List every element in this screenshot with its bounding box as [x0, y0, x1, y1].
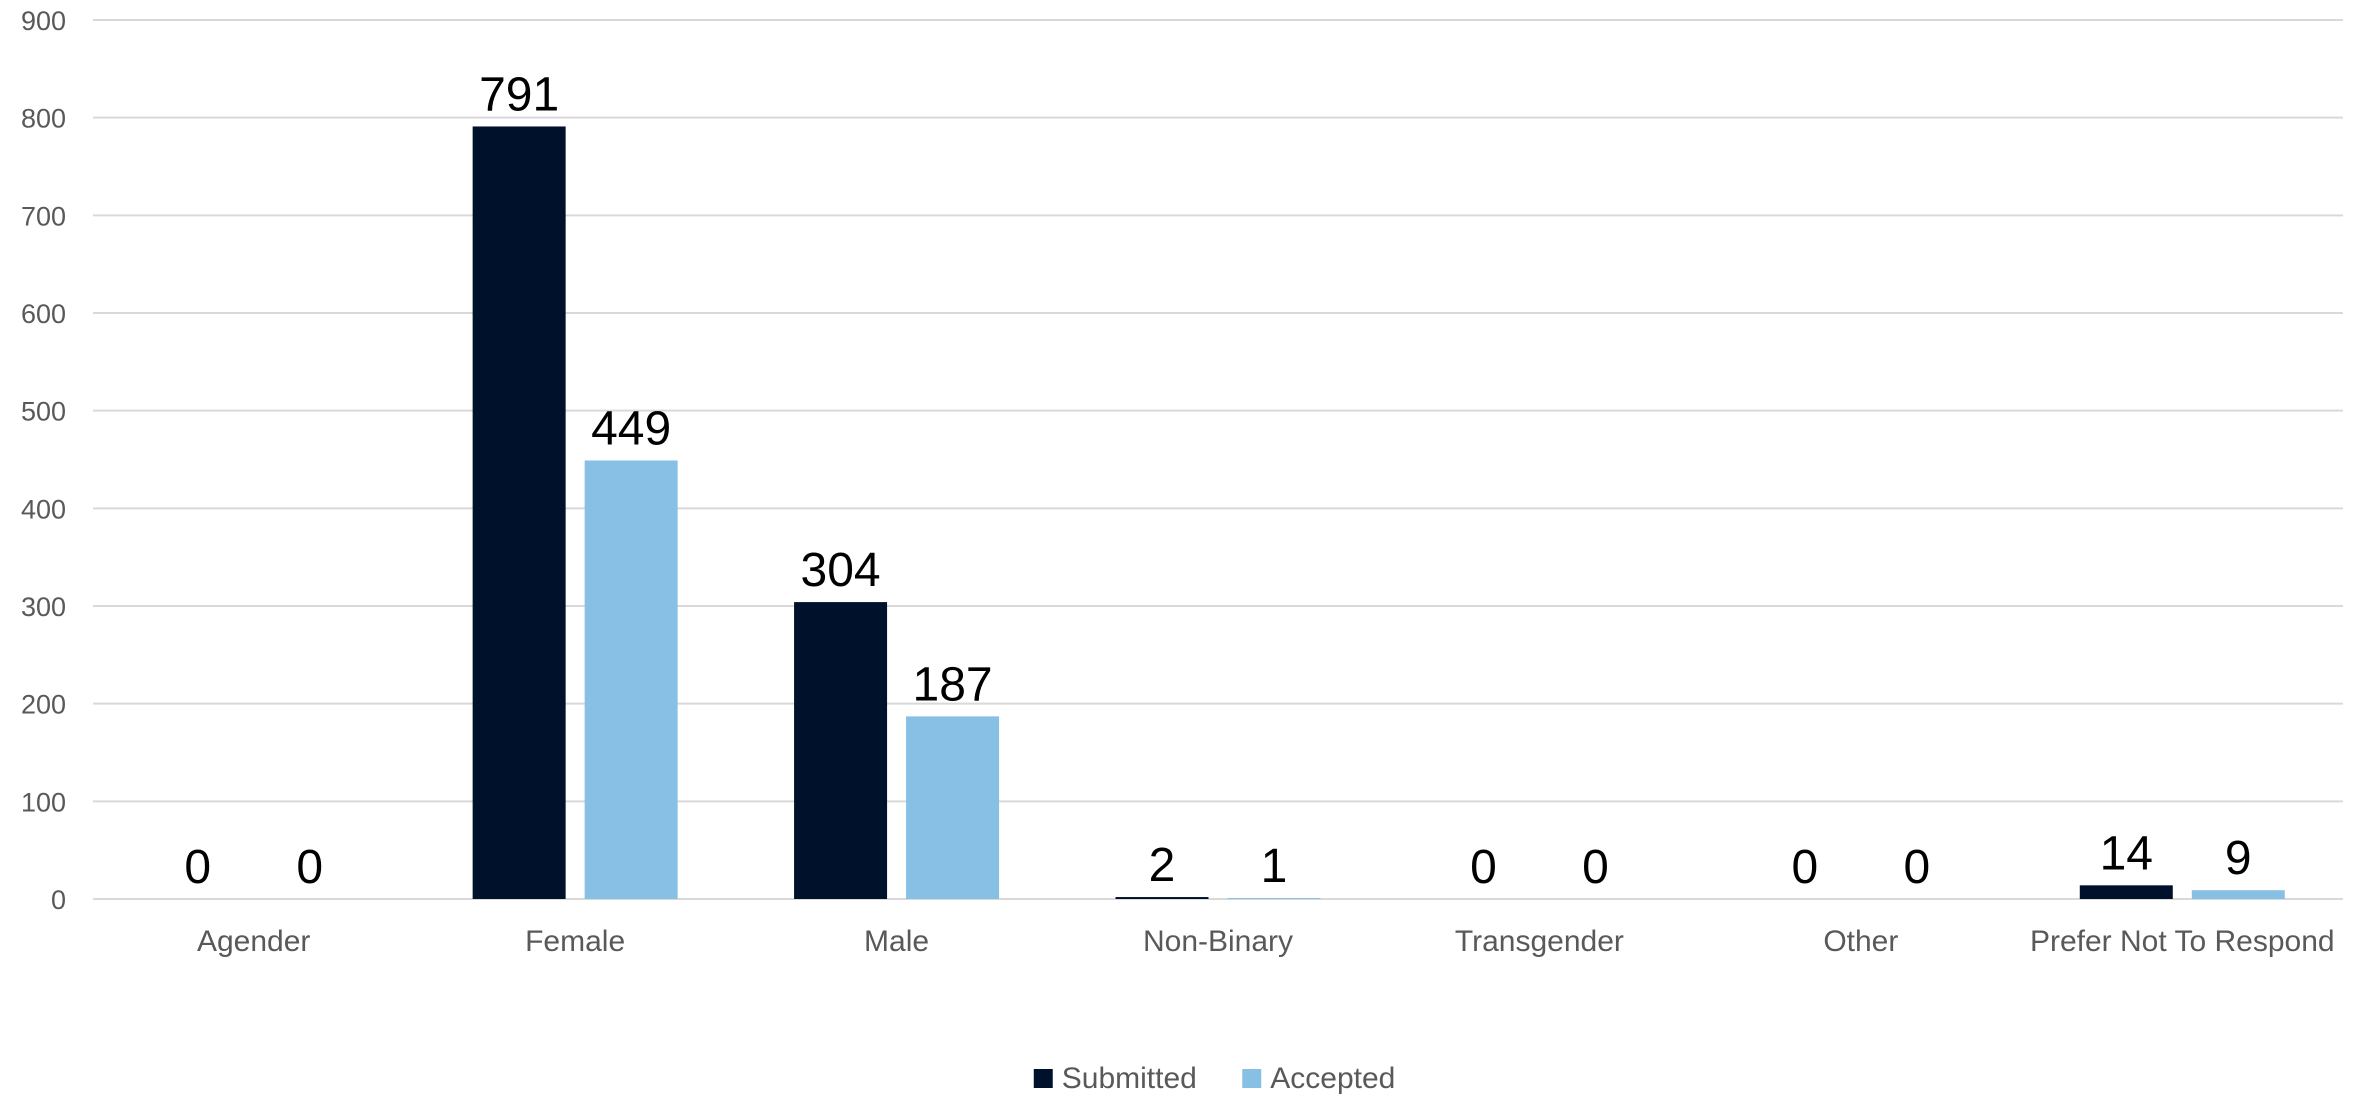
bars — [472, 126, 2285, 899]
data-label: 1 — [1261, 840, 1288, 893]
data-label: 0 — [296, 841, 323, 894]
legend-swatch — [1242, 1069, 1262, 1088]
category-label: Transgender — [1455, 925, 1624, 958]
y-tick-label: 700 — [21, 201, 66, 231]
data-label: 2 — [1149, 839, 1176, 892]
data-label: 0 — [184, 841, 211, 894]
bar-submitted — [1115, 897, 1209, 899]
bar-accepted — [1227, 898, 1321, 899]
y-tick-label: 800 — [21, 104, 66, 134]
category-label: Male — [864, 925, 929, 958]
data-label: 0 — [1470, 841, 1497, 894]
data-labels: 0 0 791 449 304 187 2 1 0 0 0 0 14 9 — [184, 68, 2251, 894]
y-tick-label: 500 — [21, 397, 66, 427]
bar-accepted — [584, 460, 678, 899]
bar-submitted — [472, 126, 566, 899]
bar-accepted — [906, 716, 1000, 899]
legend-swatch — [1033, 1069, 1053, 1088]
data-label: 0 — [1582, 841, 1609, 894]
y-tick-label: 200 — [21, 690, 66, 720]
y-tick-label: 100 — [21, 787, 66, 817]
category-label: Agender — [197, 925, 310, 958]
y-tick-label: 0 — [51, 885, 66, 915]
y-tick-label: 300 — [21, 592, 66, 622]
data-label: 187 — [913, 658, 993, 711]
y-tick-label: 600 — [21, 299, 66, 329]
data-label: 449 — [591, 402, 671, 455]
data-label: 14 — [2100, 827, 2153, 880]
category-label: Prefer Not To Respond — [2030, 925, 2335, 958]
bar-accepted — [2191, 890, 2285, 899]
data-label: 0 — [1904, 841, 1931, 894]
legend-label: Submitted — [1062, 1062, 1197, 1095]
bar-submitted — [2079, 885, 2173, 899]
data-label: 0 — [1792, 841, 1819, 894]
category-label: Female — [525, 925, 625, 958]
data-label: 791 — [479, 68, 559, 121]
y-tick-label: 900 — [21, 6, 66, 36]
category-label: Other — [1823, 925, 1898, 958]
x-axis-categories: Agender Female Male Non-Binary Transgender Ot… — [197, 925, 2335, 958]
y-axis-ticks: 0 100 200 300 400 500 600 700 800 900 — [21, 6, 66, 915]
category-label: Non-Binary — [1143, 925, 1293, 958]
y-tick-label: 400 — [21, 494, 66, 524]
legend-label: Accepted — [1270, 1062, 1395, 1095]
bar-submitted — [794, 602, 888, 899]
gridlines — [93, 19, 2343, 900]
data-label: 9 — [2225, 832, 2252, 885]
legend: Submitted Accepted — [1033, 1062, 1395, 1095]
data-label: 304 — [801, 544, 881, 597]
